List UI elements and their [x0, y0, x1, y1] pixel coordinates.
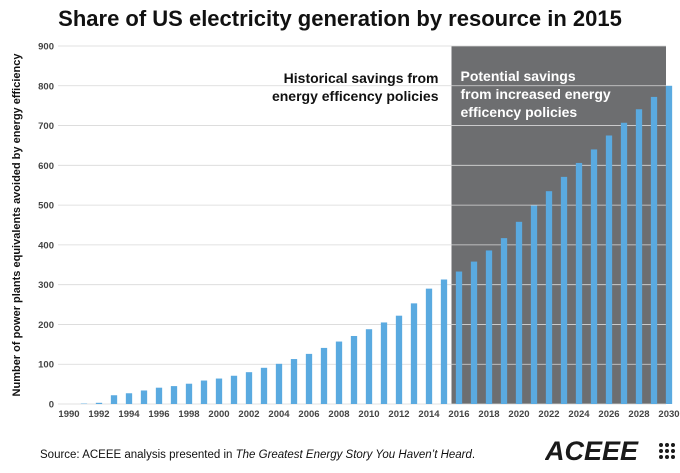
bar-2030 [665, 85, 673, 405]
potential-annotation-line: efficency policies [461, 104, 578, 120]
x-tick-label: 1996 [148, 409, 169, 420]
bar-2018 [485, 250, 493, 404]
bar-2009 [350, 335, 358, 404]
x-tick-label: 2012 [388, 409, 409, 420]
bar-1996 [155, 387, 163, 404]
bar-1997 [170, 386, 178, 404]
bar-2010 [365, 329, 373, 404]
x-tick-label: 2028 [628, 409, 649, 420]
y-tick-label: 500 [38, 201, 54, 212]
bar-2000 [215, 378, 223, 404]
bar-1993 [110, 395, 118, 404]
bar-2012 [395, 315, 403, 404]
potential-annotation-line: from increased energy [461, 86, 611, 102]
x-tick-label: 1998 [178, 409, 199, 420]
bar-1995 [140, 390, 148, 404]
logo-wordmark: ACEEE [545, 436, 639, 466]
y-tick-label: 400 [38, 240, 54, 251]
bar-2019 [500, 238, 508, 404]
y-tick-label: 600 [38, 161, 54, 172]
bars [80, 85, 673, 405]
bar-2006 [305, 353, 313, 404]
bar-2008 [335, 341, 343, 404]
chart-title: Share of US electricity generation by re… [58, 6, 622, 31]
x-tick-label: 2030 [658, 409, 679, 420]
y-tick-label: 700 [38, 121, 54, 132]
bar-2005 [290, 359, 298, 404]
source-suffix: . [471, 449, 476, 461]
y-tick-label: 300 [38, 280, 54, 291]
bar-1999 [200, 380, 208, 404]
bar-2003 [260, 367, 268, 404]
source-note: Source: ACEEE analysis presented in The … [40, 449, 475, 461]
bar-1998 [185, 383, 193, 404]
x-tick-label: 2022 [538, 409, 559, 420]
y-tick-label: 0 [49, 400, 54, 411]
bar-2017 [470, 261, 478, 404]
bar-2020 [515, 221, 523, 404]
x-tick-label: 1994 [118, 409, 140, 420]
bar-2015 [440, 279, 448, 404]
bar-2014 [425, 288, 433, 404]
x-tick-label: 1990 [58, 409, 79, 420]
bar-2002 [245, 372, 253, 404]
bar-1994 [125, 393, 133, 404]
aceee-logo: ACEEE [545, 436, 675, 466]
x-tick-label: 2016 [448, 409, 469, 420]
x-tick-label: 2004 [268, 409, 290, 420]
bar-2023 [560, 176, 568, 404]
y-tick-label: 800 [38, 81, 54, 92]
bar-2027 [620, 122, 628, 404]
bar-2024 [575, 162, 583, 404]
x-tick-label: 2014 [418, 409, 440, 420]
bar-2007 [320, 347, 328, 404]
y-axis-label: Number of power plants equivalents avoid… [11, 53, 23, 397]
bar-2004 [275, 363, 283, 404]
x-tick-label: 2020 [508, 409, 529, 420]
x-tick-label: 2008 [328, 409, 349, 420]
y-tick-label: 200 [38, 320, 54, 331]
annotations: Historical savings from energy efficency … [272, 68, 611, 120]
bar-2025 [590, 149, 598, 404]
x-tick-label: 2018 [478, 409, 499, 420]
x-tick-label: 2002 [238, 409, 259, 420]
bar-2013 [410, 303, 418, 404]
bar-2028 [635, 109, 643, 404]
bar-2021 [530, 205, 538, 404]
x-tick-label: 1992 [88, 409, 109, 420]
bar-2029 [650, 96, 658, 404]
logo-dots-icon [659, 443, 675, 459]
potential-annotation-line: Potential savings [461, 68, 576, 84]
historical-annotation-line: Historical savings from [284, 70, 439, 86]
y-tick-label: 900 [38, 42, 54, 53]
bar-2026 [605, 135, 613, 404]
y-tick-label: 100 [38, 360, 54, 371]
x-tick-label: 2000 [208, 409, 229, 420]
historical-annotation-line: energy efficency policies [272, 88, 439, 104]
source-title: The Greatest Energy Story You Haven’t He… [235, 449, 472, 461]
bar-2022 [545, 191, 553, 404]
source-prefix: Source: ACEEE analysis presented in [40, 449, 236, 461]
bar-2001 [230, 375, 238, 404]
bar-2011 [380, 322, 388, 404]
x-tick-label: 2010 [358, 409, 379, 420]
x-tick-label: 2006 [298, 409, 319, 420]
x-tick-label: 2024 [568, 409, 590, 420]
bar-2016 [455, 271, 463, 404]
bar-1992 [95, 402, 103, 404]
axes: 0 100 200 300 400 500 600 700 800 900 1990 1992 1994… [11, 42, 680, 421]
x-tick-label: 2026 [598, 409, 619, 420]
